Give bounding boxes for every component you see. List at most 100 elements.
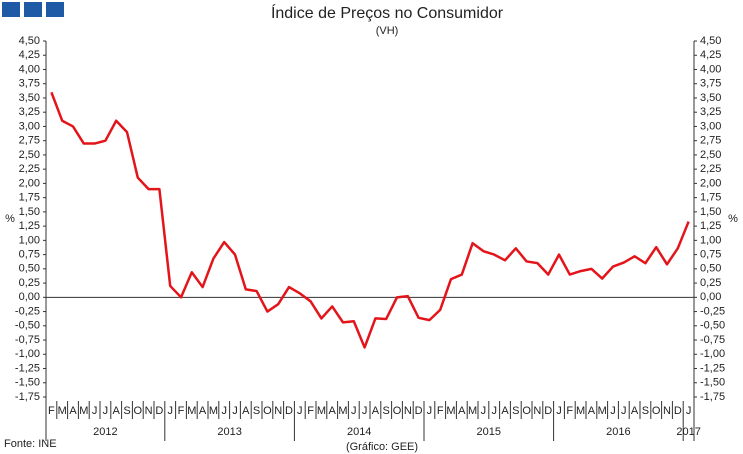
y2-tick-label: 4,00 — [700, 63, 721, 75]
x-tick-label: N — [274, 405, 282, 417]
x-tick-label: J — [362, 405, 368, 417]
x-tick-label: A — [588, 405, 596, 417]
x-tick-label: A — [631, 405, 639, 417]
x-tick-label: A — [242, 405, 250, 417]
year-label: 2017 — [676, 426, 700, 438]
year-label: 2013 — [217, 426, 241, 438]
x-tick-label: D — [155, 405, 163, 417]
y-tick-label: 0,75 — [19, 249, 40, 261]
x-tick-label: M — [209, 405, 218, 417]
y-tick-label: -0,25 — [15, 305, 40, 317]
y-tick-label: 3,25 — [19, 106, 40, 118]
y-tick-label: 2,25 — [19, 163, 40, 175]
chart-title: Índice de Preços no Consumidor — [271, 3, 504, 22]
x-tick-label: S — [512, 405, 519, 417]
x-tick-label: M — [468, 405, 477, 417]
x-tick-label: J — [427, 405, 433, 417]
y-tick-label: 2,00 — [19, 177, 40, 189]
x-tick-label: J — [556, 405, 562, 417]
y2-tick-label: 0,75 — [700, 249, 721, 261]
y-tick-label: 3,00 — [19, 120, 40, 132]
y2-tick-label: -1,25 — [700, 362, 725, 374]
x-tick-label: M — [446, 405, 455, 417]
x-tick-label: N — [663, 405, 671, 417]
source: Fonte: INE — [4, 438, 57, 450]
y-tick-label: -1,50 — [15, 377, 40, 389]
y-tick-label: -1,00 — [15, 348, 40, 360]
y-tick-label: 1,75 — [19, 192, 40, 204]
x-tick-label: D — [415, 405, 423, 417]
y-tick-label: -1,75 — [15, 391, 40, 403]
x-tick-label: A — [113, 405, 121, 417]
y2-tick-label: -1,75 — [700, 391, 725, 403]
x-tick-label: M — [58, 405, 67, 417]
y-tick-label: 4,00 — [19, 63, 40, 75]
y2-tick-label: 2,75 — [700, 135, 721, 147]
x-tick-label: F — [437, 405, 444, 417]
x-tick-label: J — [92, 405, 98, 417]
chart-subtitle: (VH) — [376, 25, 399, 37]
x-tick-label: S — [383, 405, 390, 417]
x-tick-label: A — [501, 405, 509, 417]
x-tick-label: J — [491, 405, 497, 417]
y2-tick-label: 4,50 — [700, 35, 721, 47]
x-tick-label: O — [522, 405, 531, 417]
x-tick-label: O — [393, 405, 402, 417]
y-tick-label: 0,00 — [19, 291, 40, 303]
x-tick-label: M — [338, 405, 347, 417]
y2-axis-label: % — [728, 213, 738, 225]
x-tick-label: D — [674, 405, 682, 417]
y-tick-label: 3,50 — [19, 92, 40, 104]
y-tick-label: 0,25 — [19, 277, 40, 289]
logo-square — [46, 2, 64, 17]
y2-tick-label: 2,00 — [700, 177, 721, 189]
year-label: 2014 — [347, 426, 371, 438]
y-tick-label: 3,75 — [19, 78, 40, 90]
x-tick-label: J — [351, 405, 357, 417]
y-tick-label: 4,50 — [19, 35, 40, 47]
y2-tick-label: 1,25 — [700, 220, 721, 232]
year-label: 2012 — [93, 426, 117, 438]
x-tick-label: O — [263, 405, 272, 417]
x-tick-label: F — [307, 405, 314, 417]
x-tick-label: A — [199, 405, 207, 417]
x-tick-label: A — [69, 405, 77, 417]
y2-tick-label: -0,25 — [700, 305, 725, 317]
data-line — [50, 91, 690, 349]
x-tick-label: F — [178, 405, 185, 417]
x-tick-label: N — [145, 405, 153, 417]
y2-tick-label: 0,25 — [700, 277, 721, 289]
x-tick-label: F — [566, 405, 573, 417]
y-tick-label: 2,75 — [19, 135, 40, 147]
x-tick-label: J — [167, 405, 173, 417]
credit: (Gráfico: GEE) — [346, 441, 418, 453]
y-tick-label: 1,25 — [19, 220, 40, 232]
y2-tick-label: 0,50 — [700, 263, 721, 275]
y2-tick-label: -0,50 — [700, 320, 725, 332]
y2-tick-label: 0,00 — [700, 291, 721, 303]
y2-tick-label: 3,00 — [700, 120, 721, 132]
x-tick-label: M — [187, 405, 196, 417]
x-tick-label: S — [642, 405, 649, 417]
logo-square — [2, 2, 20, 17]
y-tick-label: -1,25 — [15, 362, 40, 374]
x-tick-label: A — [372, 405, 380, 417]
y-axis-label: % — [5, 213, 15, 225]
y-tick-label: -0,50 — [15, 320, 40, 332]
y-tick-label: 0,50 — [19, 263, 40, 275]
logo-square — [24, 2, 42, 17]
x-tick-label: S — [253, 405, 260, 417]
x-tick-label: A — [458, 405, 466, 417]
y2-tick-label: 1,00 — [700, 234, 721, 246]
x-tick-label: M — [79, 405, 88, 417]
x-tick-label: J — [610, 405, 616, 417]
y2-tick-label: -1,50 — [700, 377, 725, 389]
x-tick-label: A — [329, 405, 337, 417]
y2-tick-label: 2,50 — [700, 149, 721, 161]
x-tick-label: J — [221, 405, 227, 417]
y2-tick-label: -0,75 — [700, 334, 725, 346]
x-tick-label: J — [481, 405, 487, 417]
x-tick-label: O — [652, 405, 661, 417]
y2-tick-label: 3,75 — [700, 78, 721, 90]
